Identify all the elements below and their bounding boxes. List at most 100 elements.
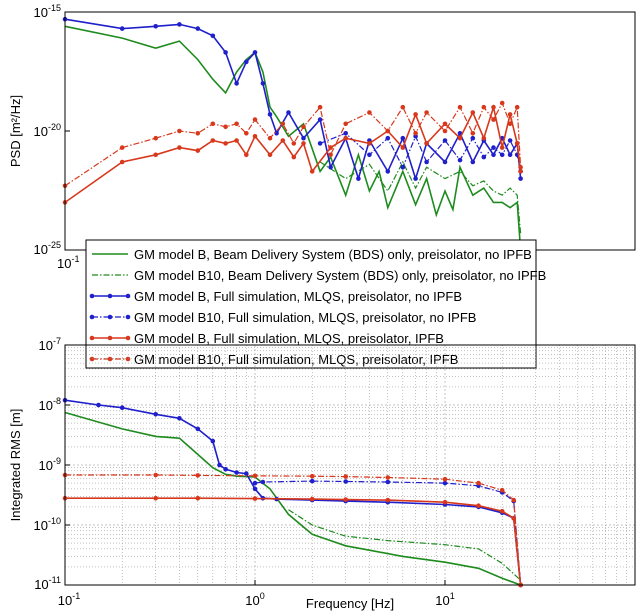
psd-series-2-point-3 xyxy=(177,22,182,27)
psd-series-5-point-22 xyxy=(442,128,448,134)
rms-series-4-point-2 xyxy=(195,495,201,501)
psd-series-4-point-10 xyxy=(267,152,273,158)
legend-marker-3-2 xyxy=(125,314,131,320)
psd-series-5-point-5 xyxy=(210,121,216,127)
psd-series-layer xyxy=(62,16,523,251)
psd-series-2-point-10 xyxy=(260,81,266,86)
psd-series-4-point-13 xyxy=(301,141,306,146)
psd-series-5-point-7 xyxy=(234,121,239,127)
psd-series-4-point-29 xyxy=(514,141,520,146)
rms-series-5-point-10 xyxy=(511,497,516,503)
psd-series-3-point-4 xyxy=(400,164,406,170)
psd-series-2-point-18 xyxy=(356,176,361,181)
psd-series-3-point-7 xyxy=(442,138,448,143)
psd-series-1 xyxy=(319,160,522,234)
psd-series-4-point-22 xyxy=(442,121,448,127)
psd-series-5-point-9 xyxy=(252,117,258,122)
psd-series-4-point-9 xyxy=(252,134,258,139)
rms-series-3-point-5 xyxy=(442,480,448,486)
psd-series-3-point-3 xyxy=(385,135,391,141)
psd-series-4-point-23 xyxy=(457,135,463,141)
rms-y-tick-label-1: 10-8 xyxy=(39,396,61,413)
psd-series-4-point-2 xyxy=(153,152,158,158)
rms-y-ticks: 10-7 10-8 10-9 10-10 10-11 xyxy=(34,336,70,592)
psd-series-2-point-30 xyxy=(507,152,513,158)
psd-series-2-point-8 xyxy=(244,59,249,65)
psd-series-5-point-27 xyxy=(499,100,505,106)
psd-series-5-point-30 xyxy=(518,164,523,170)
legend-marker-4-0 xyxy=(89,335,95,341)
legend-box xyxy=(85,239,537,369)
psd-series-3-point-6 xyxy=(424,159,429,165)
rms-series-4-point-3 xyxy=(252,496,258,501)
rms-series-5 xyxy=(65,474,522,586)
psd-series-4-point-4 xyxy=(195,148,201,153)
psd-series-5-point-24 xyxy=(470,131,476,136)
psd-series-4-point-27 xyxy=(499,145,505,150)
psd-series-4 xyxy=(64,104,522,204)
psd-series-2-point-6 xyxy=(223,50,228,55)
psd-series-2-point-22 xyxy=(413,176,418,181)
psd-series-5-point-6 xyxy=(223,124,228,130)
psd-series-5-point-23 xyxy=(457,104,463,110)
legend-marker-3-0 xyxy=(89,314,95,320)
rms-series-3-point-2 xyxy=(309,478,315,484)
rms-series-5-point-4 xyxy=(309,473,315,479)
rms-y-tick-label-4: 10-11 xyxy=(34,575,61,592)
psd-series-2-point-28 xyxy=(491,152,496,158)
rms-series-2-point-3 xyxy=(153,412,158,417)
rms-series-2-point-5 xyxy=(195,426,201,432)
psd-series-5-point-19 xyxy=(400,104,406,110)
psd-series-5-point-26 xyxy=(491,117,496,122)
rms-x-axis-label: Frequency [Hz] xyxy=(306,596,394,611)
rms-y-tick-label-3: 10-10 xyxy=(34,516,61,533)
rms-x-ticks: 10-1 100 101 xyxy=(58,580,455,608)
psd-series-3-point-13 xyxy=(507,138,513,143)
legend-marker-5-0 xyxy=(89,356,95,362)
psd-series-5-point-20 xyxy=(413,131,418,136)
rms-series-5-point-9 xyxy=(499,487,505,493)
rms-x-tick-label-0: 10-1 xyxy=(58,591,80,608)
legend-marker-2-0 xyxy=(89,293,95,299)
rms-y-tick-label-2: 10-9 xyxy=(39,456,61,473)
psd-series-5-point-14 xyxy=(317,104,323,110)
psd-series-2-point-5 xyxy=(210,33,216,39)
rms-series-4-point-6 xyxy=(385,497,391,503)
legend-marker-4-1 xyxy=(107,335,113,341)
rms-series-5-point-6 xyxy=(385,475,391,480)
psd-y-ticks: 10-15 10-20 10-25 xyxy=(34,3,70,257)
rms-series-3-point-1 xyxy=(260,479,266,485)
psd-series-3-point-0 xyxy=(317,141,323,146)
psd-series-2-point-11 xyxy=(267,112,273,117)
rms-series-4-point-4 xyxy=(309,496,315,502)
psd-series-5-point-17 xyxy=(367,110,372,115)
psd-series-5-point-11 xyxy=(280,121,286,127)
legend-marker-2-2 xyxy=(125,293,131,299)
psd-series-3-point-8 xyxy=(457,157,463,163)
psd-series-5-point-8 xyxy=(244,131,249,136)
rms-series-2-point-10 xyxy=(244,471,249,476)
psd-series-5-point-21 xyxy=(424,110,429,115)
legend-marker-5-1 xyxy=(107,356,113,362)
rms-series-2 xyxy=(64,399,522,586)
psd-series-5-point-3 xyxy=(177,128,182,134)
psd-series-2-point-24 xyxy=(442,159,448,165)
psd-series-4-point-14 xyxy=(309,169,315,174)
psd-series-4-point-7 xyxy=(234,138,239,143)
psd-series-2-point-20 xyxy=(385,169,391,174)
legend-items: GM model B, Beam Delivery System (BDS) o… xyxy=(89,247,546,367)
psd-panel: PSD [m²/Hz] 10-15 10-20 10-25 10-1 xyxy=(8,3,636,271)
legend-label-2: GM model B, Full simulation, MLQS, preis… xyxy=(134,289,462,304)
psd-series-2-point-12 xyxy=(274,131,279,136)
rms-series-2-point-4 xyxy=(177,416,182,421)
rms-series-4 xyxy=(65,497,522,586)
psd-series-4-point-21 xyxy=(424,141,429,146)
psd-series-0 xyxy=(64,25,522,251)
psd-series-2-point-15 xyxy=(317,117,323,122)
psd-series-4-point-1 xyxy=(119,159,125,165)
rms-series-3 xyxy=(254,480,522,586)
psd-series-5-point-10 xyxy=(267,135,273,141)
rms-series-2-point-11 xyxy=(252,486,258,492)
psd-series-4-point-17 xyxy=(367,141,372,146)
